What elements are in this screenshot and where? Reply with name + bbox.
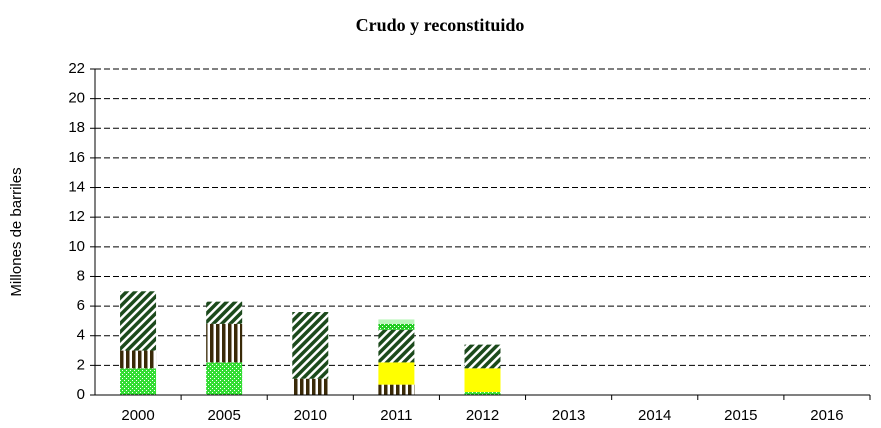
y-axis-label: Millones de barriles	[8, 167, 25, 296]
bar-segment	[378, 329, 415, 363]
x-tick-label: 2000	[121, 407, 154, 424]
bar-segment	[378, 319, 415, 324]
y-tick-label: 12	[68, 208, 85, 225]
y-tick-label: 10	[68, 238, 85, 255]
bar-segment	[292, 378, 329, 395]
bar-segment	[206, 323, 243, 363]
y-tick-label: 20	[68, 90, 85, 107]
x-tick-label: 2015	[724, 407, 757, 424]
bar-segment	[378, 323, 415, 330]
x-tick-label: 2005	[207, 407, 240, 424]
bar-segment	[378, 362, 415, 385]
y-tick-label: 6	[77, 297, 85, 314]
bar-segment	[206, 362, 243, 395]
bar-segment	[292, 312, 329, 379]
x-tick-label: 2014	[638, 407, 671, 424]
y-tick-label: 0	[77, 386, 85, 403]
bar-segment	[120, 350, 157, 369]
x-tick-label: 2010	[294, 407, 327, 424]
x-tick-label: 2012	[466, 407, 499, 424]
x-tick-label: 2013	[552, 407, 585, 424]
bar-segment	[464, 368, 501, 393]
bar-segment	[206, 301, 243, 324]
bar-segment	[120, 368, 157, 395]
y-tick-label: 18	[68, 119, 85, 136]
bar-segment	[378, 384, 415, 395]
y-tick-label: 14	[68, 179, 85, 196]
y-tick-label: 4	[77, 327, 85, 344]
bar-segment	[120, 291, 157, 351]
x-tick-label: 2011	[380, 407, 412, 424]
x-tick-label: 2016	[810, 407, 843, 424]
y-tick-label: 8	[77, 267, 85, 284]
bar-segment	[464, 344, 501, 369]
y-tick-label: 16	[68, 149, 85, 166]
y-tick-label: 2	[77, 356, 85, 373]
chart-title: Crudo y reconstituido	[356, 15, 525, 35]
y-tick-label: 22	[68, 60, 85, 77]
bar-segment	[464, 392, 501, 395]
